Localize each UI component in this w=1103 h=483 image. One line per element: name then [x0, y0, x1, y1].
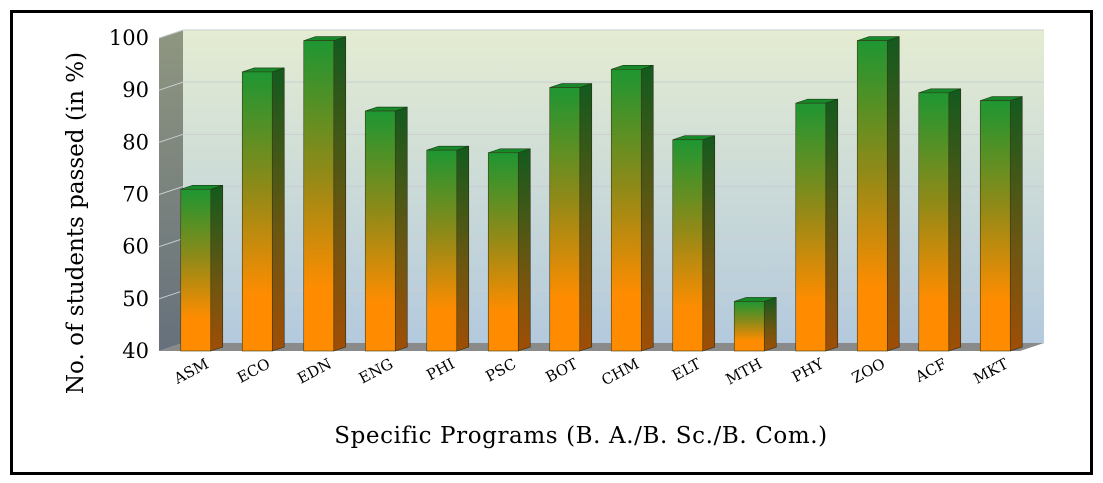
grid-line — [158, 29, 1044, 39]
bar-mkt — [979, 96, 1023, 352]
bar-psc — [487, 148, 531, 352]
x-tick-label: ELT — [669, 355, 704, 385]
y-tick-label: 90 — [122, 78, 149, 102]
bar-chart: 40 50 60 70 80 90 100 ASM ECO EDN ENG PHI PSC BOT CHM… — [63, 26, 1044, 449]
bar-mth — [733, 297, 777, 352]
grid-line — [158, 186, 1044, 195]
bar-front — [610, 68, 642, 352]
chart-frame: 40 50 60 70 80 90 100 ASM ECO EDN ENG PHI PSC BOT CHM… — [10, 10, 1093, 475]
grid-line — [158, 133, 1044, 143]
bar-side — [579, 83, 593, 352]
bar-edn — [303, 36, 347, 352]
bar-eco — [241, 67, 285, 352]
y-tick-labels: 40 50 60 70 80 90 100 — [109, 26, 149, 363]
y-tick-label: 70 — [122, 183, 149, 207]
bar-phy — [795, 98, 839, 352]
x-tick-label: PSC — [483, 355, 520, 386]
grid-line — [158, 81, 1044, 91]
y-tick-label: 50 — [122, 287, 149, 311]
bar-phi — [426, 145, 470, 352]
bar-asm — [180, 184, 224, 352]
x-tick-label: EDN — [294, 355, 334, 388]
x-tick-label: BOT — [543, 355, 581, 387]
bar-side — [456, 145, 470, 352]
bar-bot — [549, 83, 593, 352]
bar-front — [426, 149, 458, 352]
x-tick-label: CHM — [598, 355, 642, 390]
bar-front — [180, 188, 212, 352]
bar-side — [517, 148, 531, 352]
chart-walls — [159, 30, 1044, 351]
bar-zoo — [856, 36, 900, 352]
bar-side — [1009, 96, 1023, 352]
bar-side — [948, 88, 962, 352]
y-tick-label: 100 — [109, 26, 149, 50]
bar-side — [271, 67, 285, 352]
bar-elt — [672, 135, 716, 352]
x-tick-label: ASM — [170, 355, 212, 388]
y-tick-label: 60 — [122, 235, 149, 259]
bar-acf — [918, 88, 962, 352]
floor — [159, 343, 1044, 351]
bar-chm — [610, 64, 654, 352]
bar-side — [640, 64, 654, 352]
x-tick-label: ECO — [234, 355, 273, 387]
x-tick-label: MTH — [723, 355, 765, 389]
x-tick-label: PHY — [789, 354, 828, 386]
bar-side — [394, 106, 408, 352]
bar-side — [702, 135, 716, 352]
bar-front — [549, 87, 581, 352]
y-tick-label: 80 — [122, 130, 149, 154]
bar-side — [333, 36, 347, 352]
bar-side — [886, 36, 900, 352]
bar-front — [733, 301, 765, 352]
y-axis-title: No. of students passed (in %) — [63, 52, 89, 394]
bar-front — [856, 40, 888, 352]
x-tick-label: ACF — [911, 355, 949, 387]
bar-side — [825, 98, 839, 352]
x-tick-label: MKT — [970, 355, 1011, 388]
bar-front — [364, 110, 396, 352]
bar-front — [303, 40, 335, 352]
bar-front — [979, 100, 1011, 352]
x-tick-labels: ASM ECO EDN ENG PHI PSC BOT CHM ELT MTH PHY ZOO ACF M… — [170, 354, 1011, 389]
bar-front — [918, 92, 950, 352]
bar-front — [672, 139, 704, 352]
bars — [180, 36, 1023, 352]
bar-front — [241, 71, 273, 352]
x-axis-title: Specific Programs (B. A./B. Sc./B. Com.) — [334, 423, 828, 449]
y-tick-label: 40 — [122, 339, 149, 363]
x-tick-label: ENG — [356, 355, 396, 388]
x-tick-label: PHI — [423, 355, 457, 385]
bar-side — [210, 184, 224, 352]
bar-side — [763, 297, 777, 352]
x-tick-label: ZOO — [849, 355, 888, 387]
bar-front — [795, 102, 827, 352]
bar-front — [487, 152, 519, 352]
bar-eng — [364, 106, 408, 352]
